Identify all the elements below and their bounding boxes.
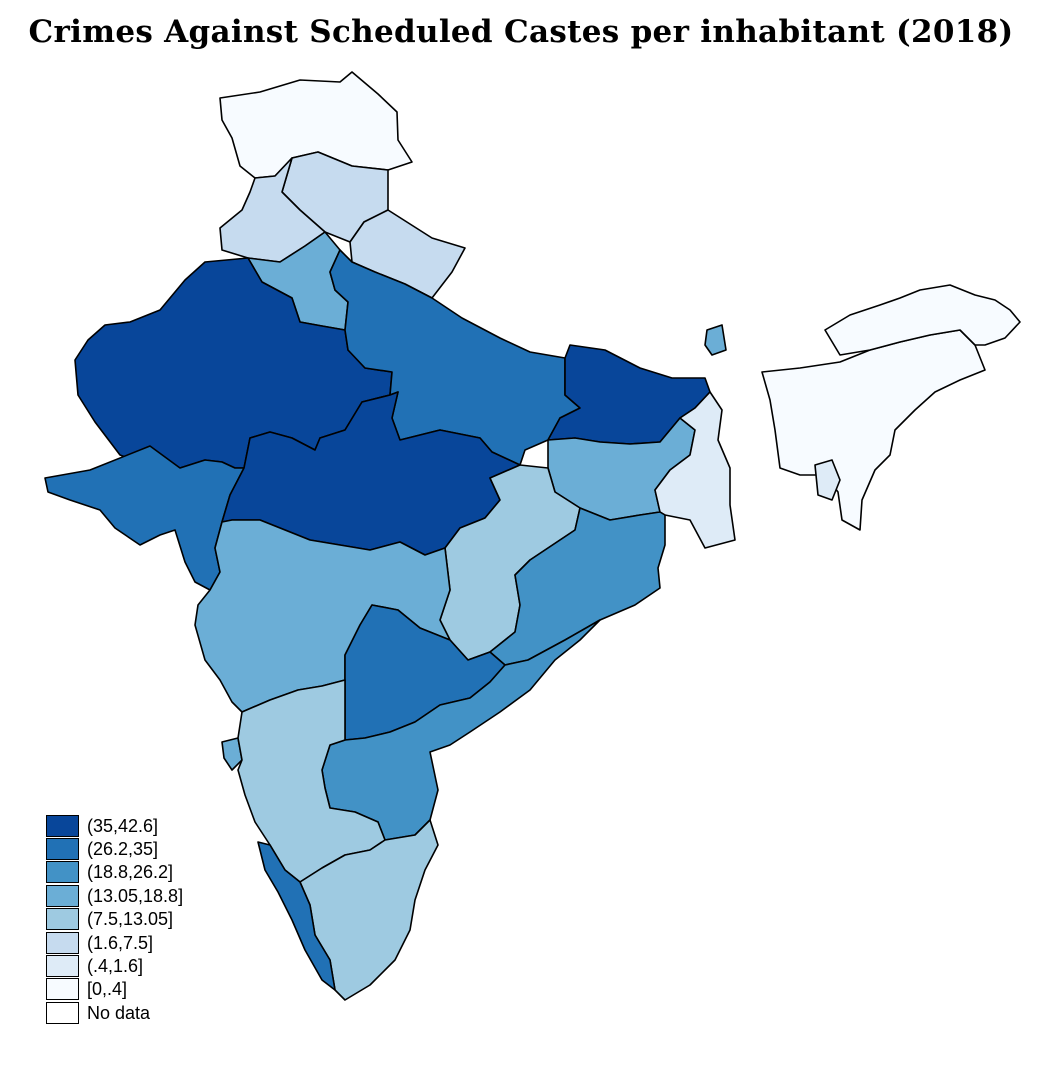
region-sikkim[interactable] bbox=[704, 324, 727, 356]
legend-label: (26.2,35] bbox=[87, 839, 159, 860]
region-tripura[interactable] bbox=[814, 459, 841, 501]
legend-item: (18.8,26.2] bbox=[46, 861, 183, 884]
legend: (35,42.6] (26.2,35] (18.8,26.2] (13.05,18.8… bbox=[46, 814, 183, 1025]
legend-swatch bbox=[46, 861, 79, 884]
legend-item: (35,42.6] bbox=[46, 814, 183, 837]
legend-label: (18.8,26.2] bbox=[87, 862, 174, 883]
region-arunachal-pradesh[interactable] bbox=[824, 284, 1021, 356]
legend-label: (.4,1.6] bbox=[87, 956, 144, 977]
legend-label: (35,42.6] bbox=[87, 815, 159, 836]
legend-label: [0,.4] bbox=[87, 979, 128, 1000]
legend-item: [0,.4] bbox=[46, 978, 183, 1001]
legend-swatch bbox=[46, 814, 79, 837]
region-kerala[interactable] bbox=[257, 841, 336, 991]
legend-label: (13.05,18.8] bbox=[87, 885, 184, 906]
map-title: Crimes Against Scheduled Castes per inha… bbox=[28, 14, 1014, 50]
region-uttar-pradesh[interactable] bbox=[329, 249, 581, 466]
legend-item: No data bbox=[46, 1001, 183, 1024]
legend-item: (1.6,7.5] bbox=[46, 931, 183, 954]
legend-swatch bbox=[46, 884, 79, 907]
legend-swatch bbox=[46, 931, 79, 954]
legend-label: (7.5,13.05] bbox=[87, 909, 174, 930]
legend-item: (13.05,18.8] bbox=[46, 884, 183, 907]
legend-item: (.4,1.6] bbox=[46, 954, 183, 978]
legend-label: (1.6,7.5] bbox=[87, 932, 154, 953]
legend-item: (26.2,35] bbox=[46, 837, 183, 861]
legend-swatch bbox=[46, 955, 79, 978]
region-gujarat[interactable] bbox=[44, 445, 245, 591]
legend-swatch bbox=[46, 838, 79, 861]
legend-swatch bbox=[46, 978, 79, 1001]
legend-swatch bbox=[46, 908, 79, 931]
legend-label: No data bbox=[87, 1002, 151, 1023]
legend-swatch bbox=[46, 1001, 79, 1024]
region-northeast[interactable] bbox=[761, 329, 986, 531]
legend-item: (7.5,13.05] bbox=[46, 908, 183, 931]
region-west-bengal[interactable] bbox=[654, 391, 736, 549]
region-goa[interactable] bbox=[221, 737, 243, 771]
